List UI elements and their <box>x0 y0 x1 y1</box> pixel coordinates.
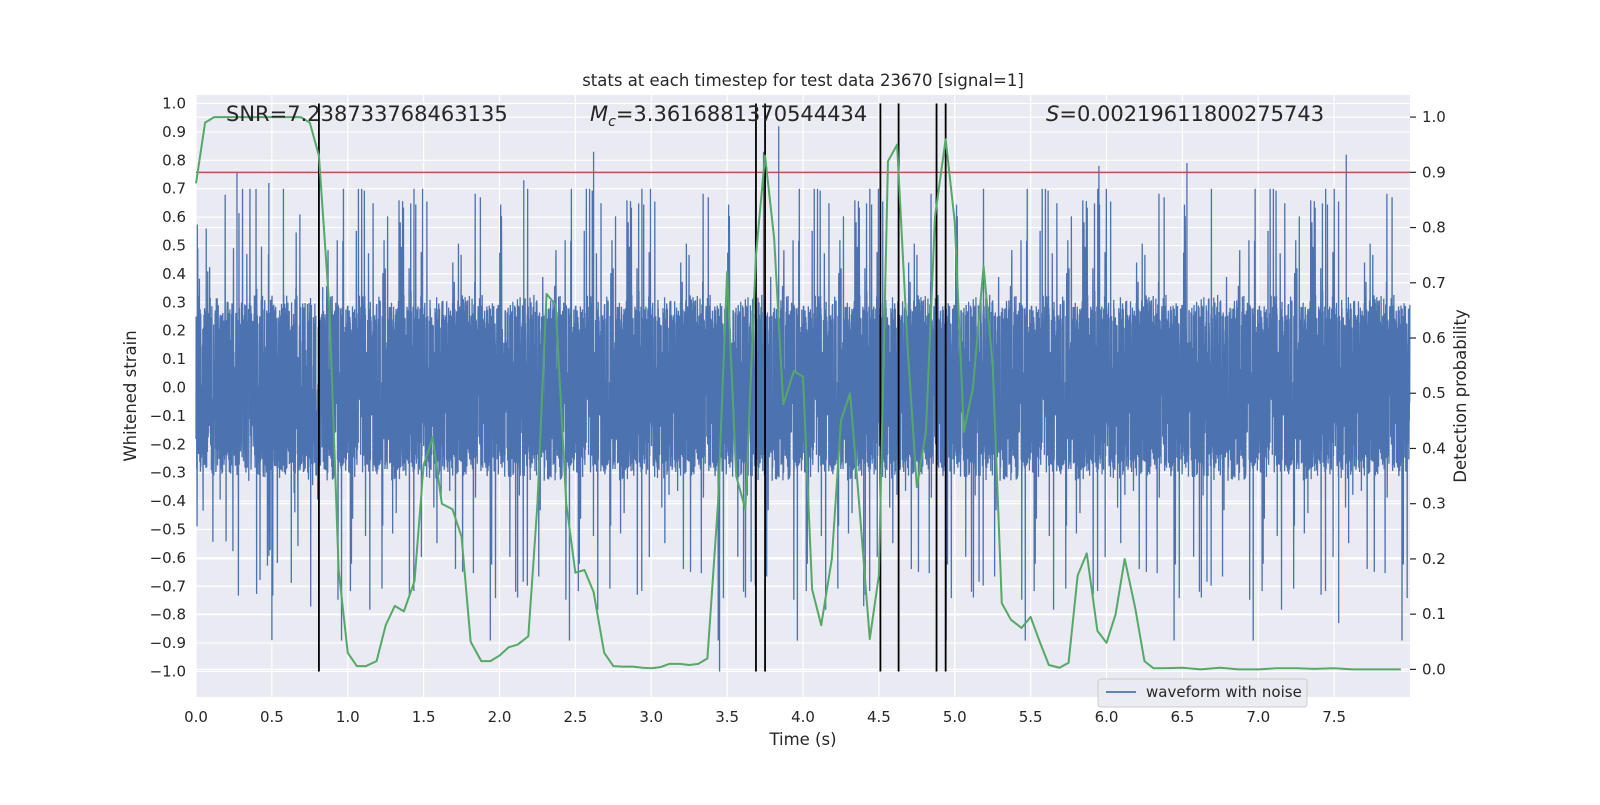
s-annotation: S=0.00219611800275743 <box>1046 102 1324 126</box>
legend: waveform with noise <box>1097 678 1308 708</box>
y-left-tick-label: 0.7 <box>162 180 186 198</box>
y-right-tick-label: 0.0 <box>1422 660 1446 678</box>
y-right-tick-label: 1.0 <box>1422 108 1446 126</box>
y-right-tick-label: 0.9 <box>1422 163 1446 181</box>
x-tick-label: 5.5 <box>1019 708 1043 726</box>
y-left-tick-label: −0.6 <box>150 549 186 567</box>
y-left-tick-label: −0.3 <box>150 464 186 482</box>
y-left-tick-label: −0.1 <box>150 407 186 425</box>
y-right-tick-label: 0.5 <box>1422 384 1446 402</box>
chart-title: stats at each timestep for test data 236… <box>582 71 1024 90</box>
legend-label-waveform: waveform with noise <box>1146 683 1302 701</box>
x-tick-label: 2.5 <box>563 708 587 726</box>
legend-box <box>1097 678 1308 708</box>
y-left-tick-label: −0.9 <box>150 634 186 652</box>
x-axis-label: Time (s) <box>768 730 836 749</box>
detection-probability-series-line <box>195 116 1401 671</box>
y-left-axis-ticks: 1.0 0.9 0.8 0.7 0.6 0.5 0.4 0.3 0.2 0.1 0.0 −0.1 −0.… <box>150 95 186 681</box>
y-left-tick-label: 0.5 <box>162 237 186 255</box>
x-tick-label: 1.0 <box>336 708 360 726</box>
chirp-mass-value: =3.3616881370544434 <box>616 102 867 126</box>
y-left-tick-label: 0.3 <box>162 293 186 311</box>
x-tick-label: 6.0 <box>1095 708 1119 726</box>
y-left-tick-label: −1.0 <box>150 662 186 680</box>
x-tick-label: 7.5 <box>1322 708 1346 726</box>
y-right-tick-label: 0.6 <box>1422 329 1446 347</box>
x-tick-label: 6.5 <box>1170 708 1194 726</box>
y-right-axis-label: Detection probability <box>1451 309 1470 483</box>
y-right-tick-label: 0.1 <box>1422 605 1446 623</box>
y-right-tick-label: 0.3 <box>1422 495 1446 513</box>
y-left-tick-label: −0.5 <box>150 520 186 538</box>
y-left-tick-label: 0.2 <box>162 322 186 340</box>
y-left-tick-label: 0.4 <box>162 265 186 283</box>
y-left-tick-label: 0.9 <box>162 123 186 141</box>
snr-annotation: SNR=7.238733768463135 <box>226 102 508 126</box>
s-symbol: S <box>1046 102 1059 126</box>
y-left-tick-label: −0.2 <box>150 435 186 453</box>
x-axis-ticks: 0.0 0.5 1.0 1.5 2.0 2.5 3.0 3.5 4.0 4.5 5.0 5.5 6.0 6… <box>184 708 1346 726</box>
y-left-tick-label: −0.4 <box>150 492 186 510</box>
y-left-tick-label: 1.0 <box>162 95 186 113</box>
x-tick-label: 1.5 <box>412 708 436 726</box>
chirp-mass-subscript: c <box>608 114 616 130</box>
x-tick-label: 0.0 <box>184 708 208 726</box>
x-tick-label: 4.0 <box>791 708 815 726</box>
x-tick-label: 3.5 <box>715 708 739 726</box>
y-left-tick-label: 0.0 <box>162 378 186 396</box>
chirp-mass-annotation: Mc=3.3616881370544434 <box>590 102 867 130</box>
y-right-tick-label: 0.8 <box>1422 219 1446 237</box>
x-tick-label: 2.0 <box>488 708 512 726</box>
y-right-axis-ticks: 1.0 0.9 0.8 0.7 0.6 0.5 0.4 0.3 0.2 0.1 0.0 <box>1410 108 1446 678</box>
x-tick-label: 0.5 <box>260 708 284 726</box>
y-left-tick-label: −0.8 <box>150 606 186 624</box>
y-right-tick-label: 0.7 <box>1422 274 1446 292</box>
y-right-tick-label: 0.2 <box>1422 550 1446 568</box>
x-tick-label: 3.0 <box>639 708 663 726</box>
x-tick-label: 5.0 <box>943 708 967 726</box>
waveform-series-line <box>195 126 1411 672</box>
y-left-axis-label: Whitened strain <box>121 330 140 461</box>
x-tick-label: 4.5 <box>867 708 891 726</box>
y-left-tick-label: 0.8 <box>162 151 186 169</box>
s-value: =0.00219611800275743 <box>1059 102 1324 126</box>
y-right-tick-label: 0.4 <box>1422 439 1446 457</box>
y-left-tick-label: 0.1 <box>162 350 186 368</box>
chirp-mass-symbol: M <box>590 102 608 126</box>
x-tick-label: 7.0 <box>1246 708 1270 726</box>
y-left-tick-label: −0.7 <box>150 577 186 595</box>
y-left-tick-label: 0.6 <box>162 208 186 226</box>
